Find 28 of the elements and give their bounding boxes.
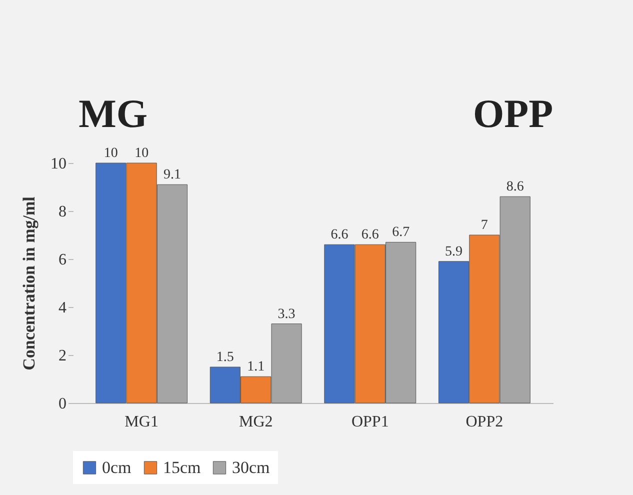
data-label: 1.1 [247, 360, 265, 375]
data-label: 8.6 [506, 180, 524, 195]
y-tick-label: 6 [58, 252, 66, 268]
data-label: 10 [104, 146, 118, 161]
data-label: 3.3 [278, 306, 296, 322]
data-label: 1.5 [216, 350, 234, 365]
data-label: 5.9 [445, 244, 462, 260]
data-label: 7 [480, 218, 488, 233]
y-tick-label: 10 [50, 156, 66, 172]
text: MG [78, 91, 148, 136]
y-tick-label: 2 [58, 348, 66, 364]
legend-label: 30cm [232, 458, 270, 477]
data-label: 6.6 [330, 228, 348, 243]
x-tick-label: MG1 [124, 414, 158, 430]
y-tick-label: 4 [58, 300, 66, 316]
data-label: 6.7 [392, 225, 410, 240]
x-tick-label: MG2 [238, 414, 273, 430]
x-tick-label: OPP2 [466, 414, 504, 430]
x-tick-label: OPP1 [351, 414, 389, 430]
data-label: 6.6 [361, 228, 379, 243]
y-tick-label: 8 [58, 204, 66, 220]
y-tick-label: 0 [58, 396, 66, 412]
y-axis-title: Concentration in mg/ml [20, 196, 38, 370]
legend-label: 0cm [102, 458, 132, 477]
data-label: 9.1 [164, 168, 181, 183]
text: OPP [473, 91, 553, 136]
data-label: 10 [134, 146, 149, 161]
legend-label: 15cm [163, 458, 201, 477]
